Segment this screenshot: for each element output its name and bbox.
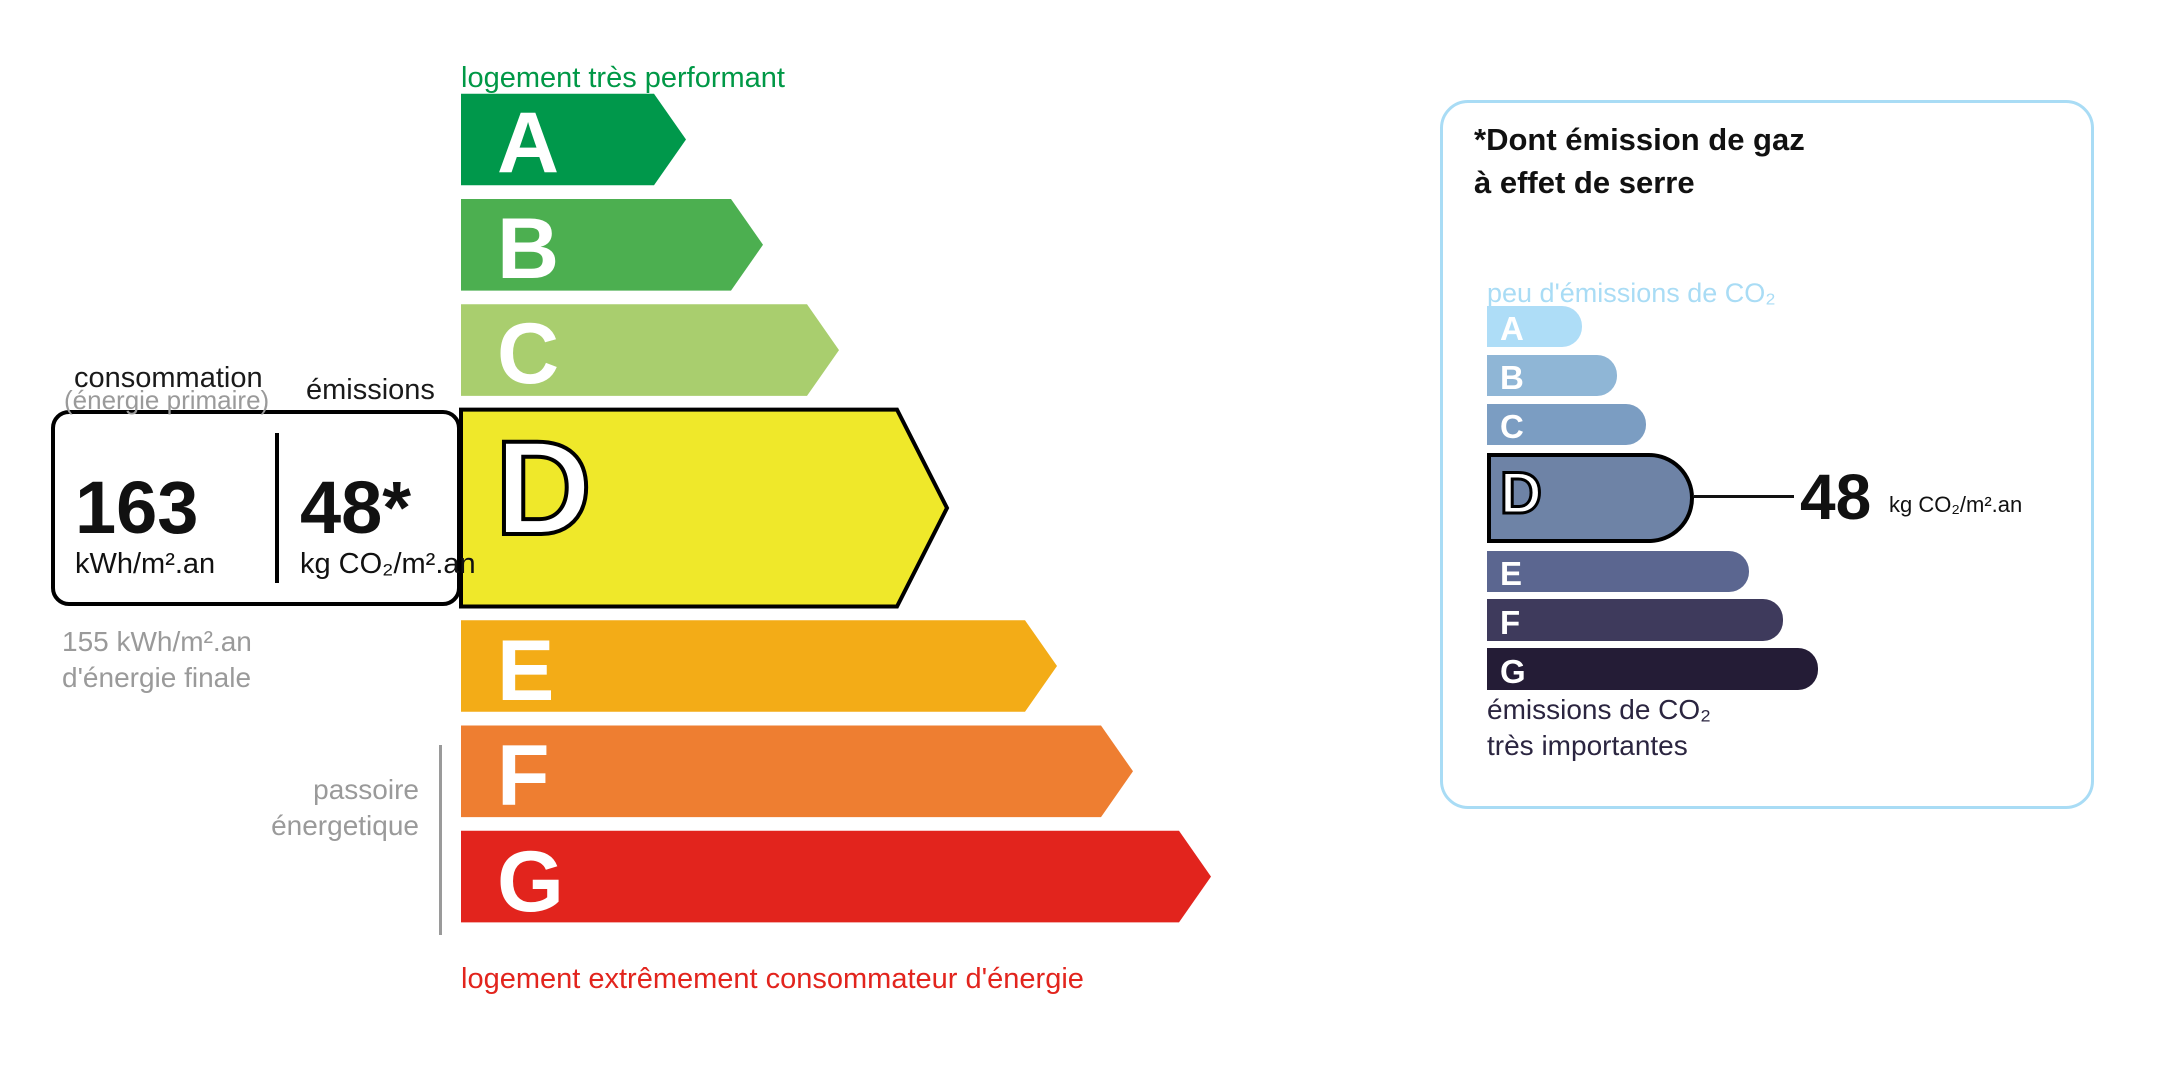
svg-text:G: G [497, 834, 564, 930]
svg-text:F: F [497, 728, 550, 824]
svg-text:B: B [497, 201, 559, 297]
svg-text:E: E [497, 623, 554, 719]
svg-text:A: A [497, 95, 559, 191]
svg-text:C: C [497, 306, 559, 402]
